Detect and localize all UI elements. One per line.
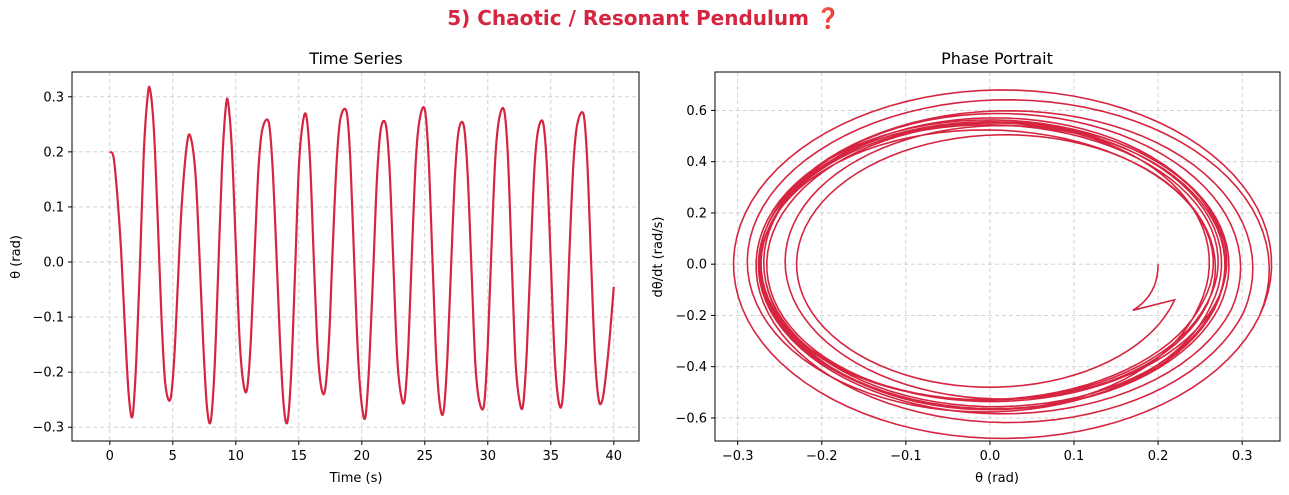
time-series-xlabel: Time (s) [329,471,383,486]
time-series-ytick-label: −0.2 [32,366,64,381]
time-series-ytick-label: 0.0 [43,256,64,271]
time-series-ytick-label: −0.1 [32,311,64,326]
time-series-ylabel: θ (rad) [9,235,24,279]
phase-portrait-ytick-label: 0.6 [686,104,707,119]
phase-portrait-xtick-label: −0.3 [722,449,754,464]
phase-portrait-ytick-label: −0.2 [675,309,707,324]
phase-portrait-ylabel: dθ/dt (rad/s) [651,217,666,298]
phase-portrait-ytick-label: 0.0 [686,258,707,273]
time-series-xtick-label: 0 [106,449,114,464]
figure-title: 5) Chaotic / Resonant Pendulum ❓ [447,6,841,30]
time-series-xtick-label: 40 [606,449,623,464]
time-series-panel: Time Series Time (s) θ (rad) 0 5 10 15 20 25 3… [9,49,640,486]
time-series-xtick-label: 30 [480,449,497,464]
phase-portrait-trajectory [732,89,1273,440]
phase-portrait-ytick-label: 0.4 [686,155,707,170]
phase-portrait-title: Phase Portrait [941,49,1053,68]
time-series-xtick-label: 5 [169,449,177,464]
time-series-xtick-label: 15 [291,449,308,464]
phase-portrait-ytick-label: −0.6 [675,411,707,426]
phase-portrait-xtick-label: 0.1 [1064,449,1085,464]
phase-portrait-xtick-label: 0.3 [1232,449,1253,464]
time-series-xtick-label: 25 [417,449,434,464]
time-series-title: Time Series [308,49,402,68]
time-series-ytick-label: −0.3 [32,421,64,436]
phase-portrait-xlabel: θ (rad) [975,471,1019,486]
phase-portrait-grid [715,72,1280,441]
phase-portrait-xtick-label: −0.1 [890,449,922,464]
phase-portrait-axes-frame [714,71,1281,442]
time-series-axes-frame [71,71,640,442]
phase-portrait-ytick-label: 0.2 [686,206,707,221]
time-series-grid [72,72,639,441]
phase-portrait-xtick-label: 0.0 [980,449,1001,464]
time-series-xtick-label: 10 [228,449,245,464]
time-series-line [108,85,615,425]
phase-portrait-ytick-label: −0.4 [675,360,707,375]
time-series-xtick-label: 35 [543,449,560,464]
time-series-ytick-label: 0.3 [43,90,64,105]
time-series-ytick-label: 0.1 [43,200,64,215]
phase-portrait-xtick-label: −0.2 [806,449,838,464]
phase-portrait-panel: Phase Portrait θ (rad) dθ/dt (rad/s) −0.… [651,49,1281,486]
time-series-xtick-label: 20 [354,449,371,464]
phase-portrait-xtick-label: 0.2 [1148,449,1169,464]
time-series-ytick-label: 0.2 [43,145,64,160]
